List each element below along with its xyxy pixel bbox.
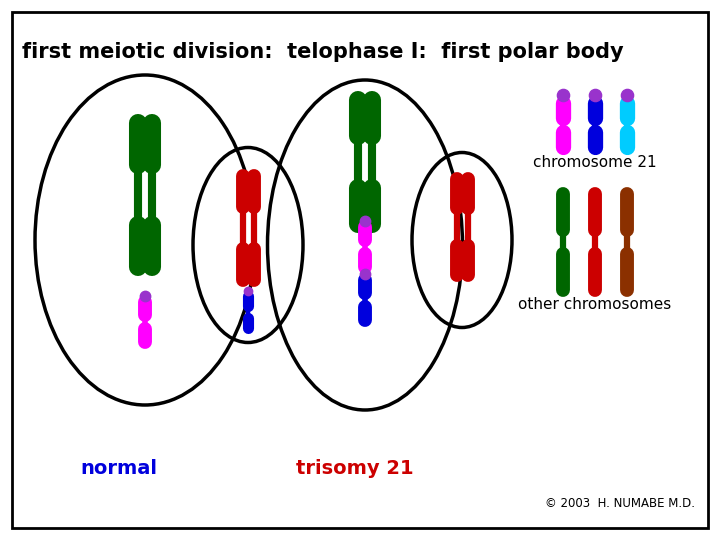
Text: trisomy 21: trisomy 21 bbox=[296, 459, 414, 478]
Text: other chromosomes: other chromosomes bbox=[518, 297, 672, 312]
Text: © 2003  H. NUMABE M.D.: © 2003 H. NUMABE M.D. bbox=[545, 497, 695, 510]
Text: chromosome 21: chromosome 21 bbox=[534, 155, 657, 170]
Text: normal: normal bbox=[80, 459, 157, 478]
Text: first meiotic division:  telophase I:  first polar body: first meiotic division: telophase I: fir… bbox=[22, 42, 624, 62]
